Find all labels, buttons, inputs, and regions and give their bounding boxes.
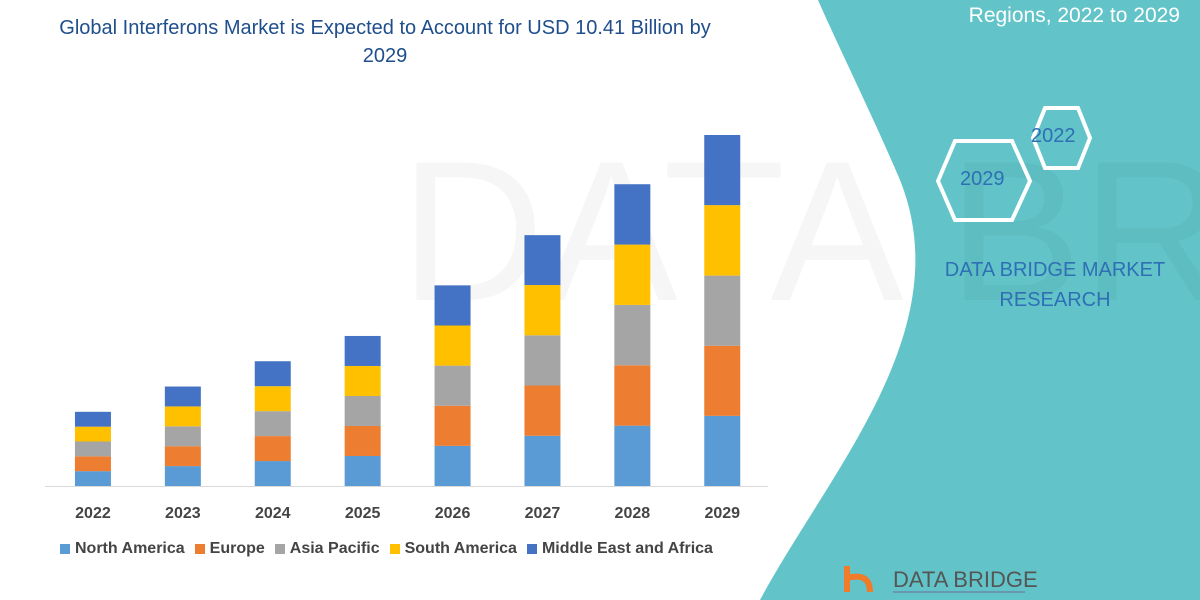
bar-segment-2029-middle-east-and-africa — [704, 135, 741, 206]
legend-swatch — [274, 544, 285, 554]
x-tick-label: 2026 — [435, 505, 471, 522]
legend-label: Middle East and Africa — [541, 540, 713, 557]
x-tick-label: 2024 — [255, 505, 291, 522]
bar-segment-2028-middle-east-and-africa — [614, 184, 651, 245]
bar-segment-2024-middle-east-and-africa — [254, 361, 291, 387]
bar-segment-2024-north-america — [254, 461, 291, 486]
bar-segment-2027-south-america — [524, 285, 561, 336]
bar-segment-2027-middle-east-and-africa — [524, 235, 561, 286]
bar-segment-2022-north-america — [74, 471, 111, 486]
bar-segment-2023-north-america — [164, 466, 201, 486]
legend-label: South America — [404, 540, 517, 557]
bars-group — [74, 135, 741, 486]
bar-segment-2025-europe — [344, 425, 381, 456]
legend-item-asia-pacific: Asia Pacific — [274, 540, 380, 558]
legend-swatch — [389, 544, 400, 554]
hex-2022-icon — [1030, 106, 1093, 170]
legend-item-north-america: North America — [60, 540, 185, 558]
bar-segment-2026-north-america — [434, 445, 471, 486]
bar-segment-2026-europe — [434, 405, 471, 446]
bar-segment-2026-asia-pacific — [434, 365, 471, 406]
bar-segment-2029-europe — [704, 345, 741, 416]
brand-text: DATA BRIDGE MARKET RESEARCH — [944, 259, 1166, 311]
bar-segment-2022-asia-pacific — [74, 441, 111, 457]
legend-item-south-america: South America — [389, 540, 517, 558]
x-tick-label: 2027 — [525, 505, 561, 522]
legend-item-europe: Europe — [194, 540, 265, 558]
bar-segment-2024-europe — [254, 436, 291, 462]
bar-segment-2025-north-america — [344, 455, 381, 486]
legend-label: Asia Pacific — [289, 540, 380, 557]
side-title: Regions, 2022 to 2029 — [968, 4, 1180, 27]
bar-segment-2027-asia-pacific — [524, 335, 561, 386]
bar-segment-2027-north-america — [524, 435, 561, 486]
bar-segment-2026-middle-east-and-africa — [434, 285, 471, 326]
legend-label: Europe — [209, 540, 265, 557]
bar-segment-2026-south-america — [434, 325, 471, 366]
bar-segment-2028-europe — [614, 365, 651, 426]
bar-segment-2022-south-america — [74, 426, 111, 442]
legend: North America Europe Asia Pacific South … — [60, 540, 713, 558]
legend-swatch — [526, 544, 537, 554]
bar-segment-2025-middle-east-and-africa — [344, 335, 381, 366]
legend-swatch — [194, 544, 205, 554]
bar-segment-2025-south-america — [344, 365, 381, 396]
x-tick-label: 2023 — [165, 505, 201, 522]
bar-segment-2023-europe — [164, 446, 201, 467]
bar-segment-2023-south-america — [164, 406, 201, 427]
bar-segment-2029-south-america — [704, 205, 741, 276]
bar-segment-2024-south-america — [254, 386, 291, 412]
logo-icon — [844, 566, 1025, 593]
x-tick-label: 2025 — [345, 505, 381, 522]
hex-label-2029: 2029 — [960, 168, 1005, 190]
bar-segment-2028-north-america — [614, 425, 651, 486]
x-tick-label: 2022 — [75, 505, 111, 522]
legend-label: North America — [75, 540, 185, 557]
legend-item-middle-east-africa: Middle East and Africa — [526, 540, 713, 558]
teal-panel — [760, 0, 1200, 600]
x-tick-label: 2029 — [704, 505, 740, 522]
bar-segment-2022-middle-east-and-africa — [74, 411, 111, 427]
bar-segment-2028-south-america — [614, 244, 651, 305]
bar-segment-2029-north-america — [704, 415, 741, 486]
bar-segment-2028-asia-pacific — [614, 304, 651, 366]
logo-text: DATA BRIDGE — [893, 567, 1038, 592]
hex-label-2022: 2022 — [1031, 125, 1076, 147]
bar-segment-2023-middle-east-and-africa — [164, 386, 201, 407]
x-tick-label: 2028 — [615, 505, 651, 522]
bar-segment-2024-asia-pacific — [254, 411, 291, 437]
chart-title: Global Interferons Market is Expected to… — [59, 17, 711, 67]
bar-segment-2029-asia-pacific — [704, 275, 741, 346]
hex-2029-icon — [935, 139, 1033, 222]
tick-labels-group: 2022 2023 2024 2025 2026 2027 2028 2029 — [75, 505, 740, 522]
bar-segment-2023-asia-pacific — [164, 426, 201, 447]
bar-segment-2025-asia-pacific — [344, 395, 381, 426]
bar-segment-2027-europe — [524, 385, 561, 436]
bar-segment-2022-europe — [74, 456, 111, 472]
legend-swatch — [60, 544, 70, 554]
